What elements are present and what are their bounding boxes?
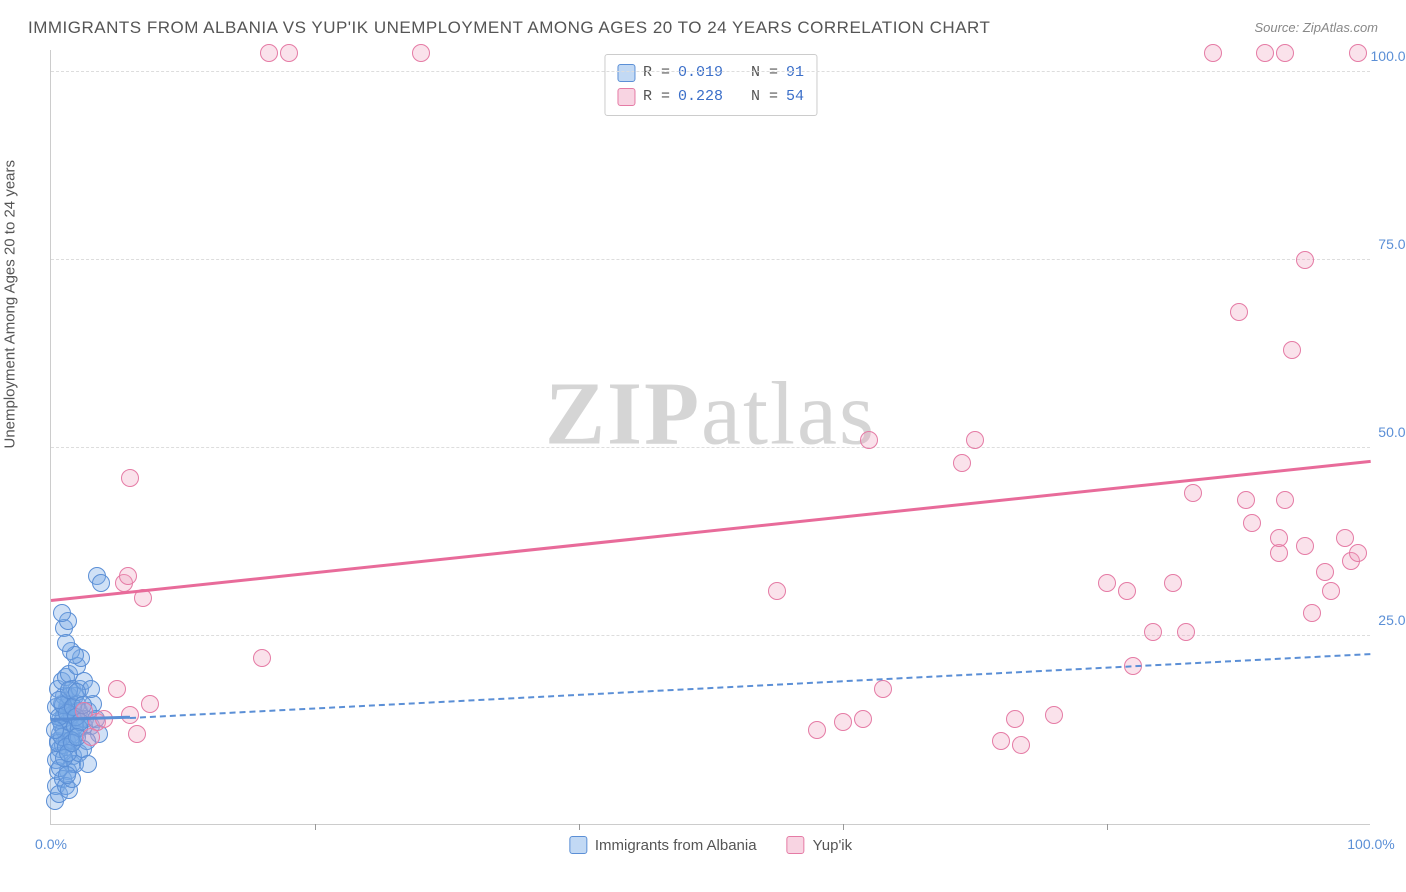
- scatter-point-pink: [412, 44, 430, 62]
- scatter-point-pink: [121, 469, 139, 487]
- y-tick-label: 75.0%: [1378, 236, 1406, 252]
- scatter-point-pink: [1322, 582, 1340, 600]
- scatter-point-pink: [108, 680, 126, 698]
- gridline-h: [51, 447, 1370, 448]
- gridline-h: [51, 71, 1370, 72]
- scatter-point-pink: [1230, 303, 1248, 321]
- x-tick: [1107, 824, 1108, 830]
- scatter-point-pink: [1006, 710, 1024, 728]
- scatter-point-pink: [1144, 623, 1162, 641]
- scatter-point-pink: [82, 728, 100, 746]
- scatter-point-pink: [854, 710, 872, 728]
- scatter-point-pink: [1098, 574, 1116, 592]
- scatter-point-pink: [141, 695, 159, 713]
- scatter-point-pink: [1118, 582, 1136, 600]
- legend-stats: R = 0.019 N = 91 R = 0.228 N = 54: [604, 54, 817, 116]
- scatter-point-pink: [1256, 44, 1274, 62]
- scatter-point-pink: [1303, 604, 1321, 622]
- legend-item-blue: Immigrants from Albania: [569, 836, 757, 854]
- x-tick-label: 0.0%: [35, 836, 67, 852]
- scatter-point-pink: [1204, 44, 1222, 62]
- scatter-point-pink: [1276, 491, 1294, 509]
- scatter-point-pink: [1164, 574, 1182, 592]
- x-tick: [843, 824, 844, 830]
- scatter-point-pink: [119, 567, 137, 585]
- scatter-point-blue: [46, 721, 64, 739]
- x-tick: [579, 824, 580, 830]
- scatter-point-pink: [1177, 623, 1195, 641]
- legend-swatch-blue: [569, 836, 587, 854]
- x-tick-label: 100.0%: [1347, 836, 1394, 852]
- y-tick-label: 100.0%: [1371, 48, 1406, 64]
- scatter-point-pink: [1296, 251, 1314, 269]
- scatter-point-pink: [260, 44, 278, 62]
- gridline-h: [51, 259, 1370, 260]
- legend-swatch-blue: [617, 64, 635, 82]
- scatter-point-pink: [808, 721, 826, 739]
- scatter-point-pink: [1276, 44, 1294, 62]
- scatter-point-pink: [1045, 706, 1063, 724]
- legend-stats-row-blue: R = 0.019 N = 91: [617, 61, 804, 85]
- scatter-point-pink: [1237, 491, 1255, 509]
- scatter-point-blue: [79, 755, 97, 773]
- scatter-point-pink: [966, 431, 984, 449]
- scatter-point-pink: [1243, 514, 1261, 532]
- legend-stats-row-pink: R = 0.228 N = 54: [617, 85, 804, 109]
- scatter-point-pink: [768, 582, 786, 600]
- scatter-point-pink: [253, 649, 271, 667]
- scatter-point-blue: [53, 604, 71, 622]
- y-tick-label: 25.0%: [1378, 612, 1406, 628]
- scatter-point-pink: [1336, 529, 1354, 547]
- x-tick: [315, 824, 316, 830]
- scatter-point-blue: [57, 634, 75, 652]
- scatter-point-pink: [1349, 44, 1367, 62]
- chart-title: IMMIGRANTS FROM ALBANIA VS YUP'IK UNEMPL…: [28, 18, 990, 38]
- scatter-point-pink: [953, 454, 971, 472]
- legend-series: Immigrants from Albania Yup'ik: [569, 836, 852, 854]
- scatter-point-pink: [1184, 484, 1202, 502]
- scatter-point-pink: [1012, 736, 1030, 754]
- watermark: ZIPatlas: [545, 362, 876, 465]
- scatter-point-pink: [834, 713, 852, 731]
- legend-swatch-pink: [617, 88, 635, 106]
- y-axis-label: Unemployment Among Ages 20 to 24 years: [2, 160, 19, 449]
- scatter-point-pink: [1316, 563, 1334, 581]
- scatter-point-blue: [58, 766, 76, 784]
- legend-item-pink: Yup'ik: [787, 836, 853, 854]
- scatter-point-pink: [992, 732, 1010, 750]
- trend-line-blue-dashed: [130, 653, 1371, 719]
- scatter-point-pink: [1296, 537, 1314, 555]
- scatter-point-pink: [1270, 529, 1288, 547]
- scatter-point-pink: [1349, 544, 1367, 562]
- gridline-h: [51, 635, 1370, 636]
- scatter-point-pink: [1283, 341, 1301, 359]
- source-attribution: Source: ZipAtlas.com: [1254, 20, 1378, 35]
- scatter-point-pink: [128, 725, 146, 743]
- scatter-point-blue: [92, 574, 110, 592]
- scatter-plot: ZIPatlas R = 0.019 N = 91 R = 0.228 N = …: [50, 50, 1370, 825]
- scatter-point-pink: [280, 44, 298, 62]
- scatter-point-pink: [874, 680, 892, 698]
- legend-swatch-pink: [787, 836, 805, 854]
- y-tick-label: 50.0%: [1378, 424, 1406, 440]
- scatter-point-pink: [860, 431, 878, 449]
